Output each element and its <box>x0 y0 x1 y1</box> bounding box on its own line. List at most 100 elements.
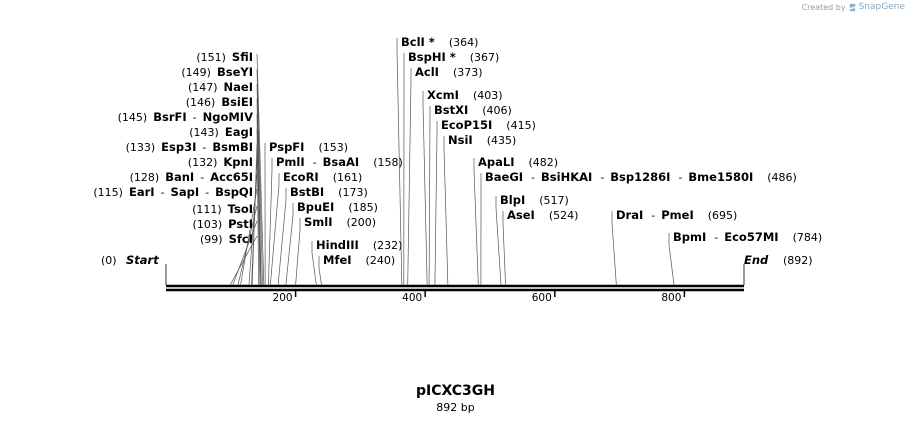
enzyme-label: NaeI <box>224 80 253 94</box>
start-label: Start <box>126 253 159 267</box>
site-position: (185) <box>348 201 378 214</box>
site-position: (373) <box>453 66 483 79</box>
sequence-length: 892 bp <box>436 401 475 414</box>
site-position: (232) <box>373 239 403 252</box>
leader-line <box>240 188 258 286</box>
enzyme-label: EarI <box>129 185 155 199</box>
leader-line <box>473 158 479 286</box>
enzyme-label: AclI <box>415 65 439 79</box>
site-position: (99) <box>200 233 223 246</box>
enzyme-label: NsiI <box>448 133 473 147</box>
site-position: (153) <box>318 141 348 154</box>
leader-line <box>434 121 438 286</box>
site-position: (143) <box>189 126 219 139</box>
label-separator: - <box>161 186 165 199</box>
leader-line <box>396 38 403 286</box>
site-position: (524) <box>549 209 579 222</box>
label-separator: - <box>200 171 204 184</box>
site-position: (132) <box>188 156 218 169</box>
label-separator: - <box>600 171 604 184</box>
enzyme-label: BstBI <box>290 185 324 199</box>
enzyme-label: Eco57MI <box>724 230 778 244</box>
enzyme-label: SmlI <box>304 215 333 229</box>
enzyme-label: KpnI <box>223 155 253 169</box>
snapgene-logo-icon <box>849 3 855 11</box>
enzyme-label: BsiEI <box>221 95 253 109</box>
site-position: (103) <box>193 218 223 231</box>
leader-line <box>443 136 449 286</box>
label-separator: - <box>531 171 535 184</box>
site-position: (149) <box>181 66 211 79</box>
enzyme-label: BsmBI <box>212 140 253 154</box>
enzyme-label: Acc65I <box>210 170 253 184</box>
enzyme-label: BsrFI <box>153 110 186 124</box>
leader-line <box>318 256 322 286</box>
label-separator: - <box>205 186 209 199</box>
label-separator: - <box>202 141 206 154</box>
site-position: (151) <box>196 51 226 64</box>
site-position: (161) <box>333 171 363 184</box>
tick-label: 600 <box>532 292 552 304</box>
enzyme-label: BpuEI <box>297 200 334 214</box>
leader-line <box>268 158 273 286</box>
leader-line <box>256 98 261 286</box>
enzyme-label: PmeI <box>661 208 694 222</box>
enzyme-label: BclI * <box>401 35 435 49</box>
enzyme-label: DraI <box>616 208 643 222</box>
leader-line <box>251 143 258 286</box>
ruler-ticks: 200 400 600 800 <box>273 291 686 304</box>
label-separator: - <box>678 171 682 184</box>
leader-line <box>256 83 262 286</box>
site-position: (482) <box>529 156 559 169</box>
leader-line <box>407 68 412 286</box>
site-position: (367) <box>470 51 500 64</box>
leader-line <box>256 128 260 286</box>
site-labels: (99) SfcI(103) PstI(111) TsoI(115) EarI - SapI… <box>93 35 822 267</box>
enzyme-label: BsaAI <box>323 155 360 169</box>
backbone-line <box>166 284 744 292</box>
site-position: (364) <box>449 36 479 49</box>
enzyme-label: BlpI <box>500 193 525 207</box>
tick-label: 400 <box>402 292 422 304</box>
enzyme-label: EcoP15I <box>441 118 492 132</box>
site-position: (240) <box>366 254 396 267</box>
enzyme-label: HindIII <box>316 238 359 252</box>
leader-line <box>495 196 502 286</box>
enzyme-label: BspQI <box>215 185 253 199</box>
site-position: (486) <box>767 171 797 184</box>
site-position: (158) <box>373 156 403 169</box>
site-position: (111) <box>192 203 222 216</box>
site-position: (517) <box>539 194 569 207</box>
leader-line <box>256 68 263 286</box>
site-position: (200) <box>347 216 377 229</box>
enzyme-label: BstXI <box>434 103 468 117</box>
end-position: (892) <box>783 254 813 267</box>
end-label: End <box>744 253 769 267</box>
enzyme-label: BsiHKAI <box>541 170 592 184</box>
leader-line <box>256 113 261 286</box>
leader-line <box>422 91 428 286</box>
enzyme-label: Bsp1286I <box>610 170 670 184</box>
site-position: (406) <box>482 104 512 117</box>
label-separator: - <box>714 231 718 244</box>
leader-line <box>428 106 431 286</box>
credit-brand: SnapGene <box>858 2 905 12</box>
site-position: (173) <box>338 186 368 199</box>
leader-line <box>668 233 675 286</box>
enzyme-label: EagI <box>225 125 253 139</box>
leader-line <box>277 188 287 286</box>
site-leader-lines <box>229 38 675 286</box>
enzyme-label: BaeGI <box>485 170 523 184</box>
site-position: (784) <box>793 231 823 244</box>
enzyme-label: PstI <box>228 217 253 231</box>
enzyme-label: Bme1580I <box>688 170 753 184</box>
enzyme-label: ApaLI <box>478 155 515 169</box>
site-position: (128) <box>130 171 160 184</box>
leader-line <box>502 211 506 286</box>
label-separator: - <box>651 209 655 222</box>
site-position: (695) <box>708 209 738 222</box>
enzyme-label: SfcI <box>229 232 253 246</box>
leader-line <box>256 53 265 286</box>
tick-label: 200 <box>273 292 293 304</box>
